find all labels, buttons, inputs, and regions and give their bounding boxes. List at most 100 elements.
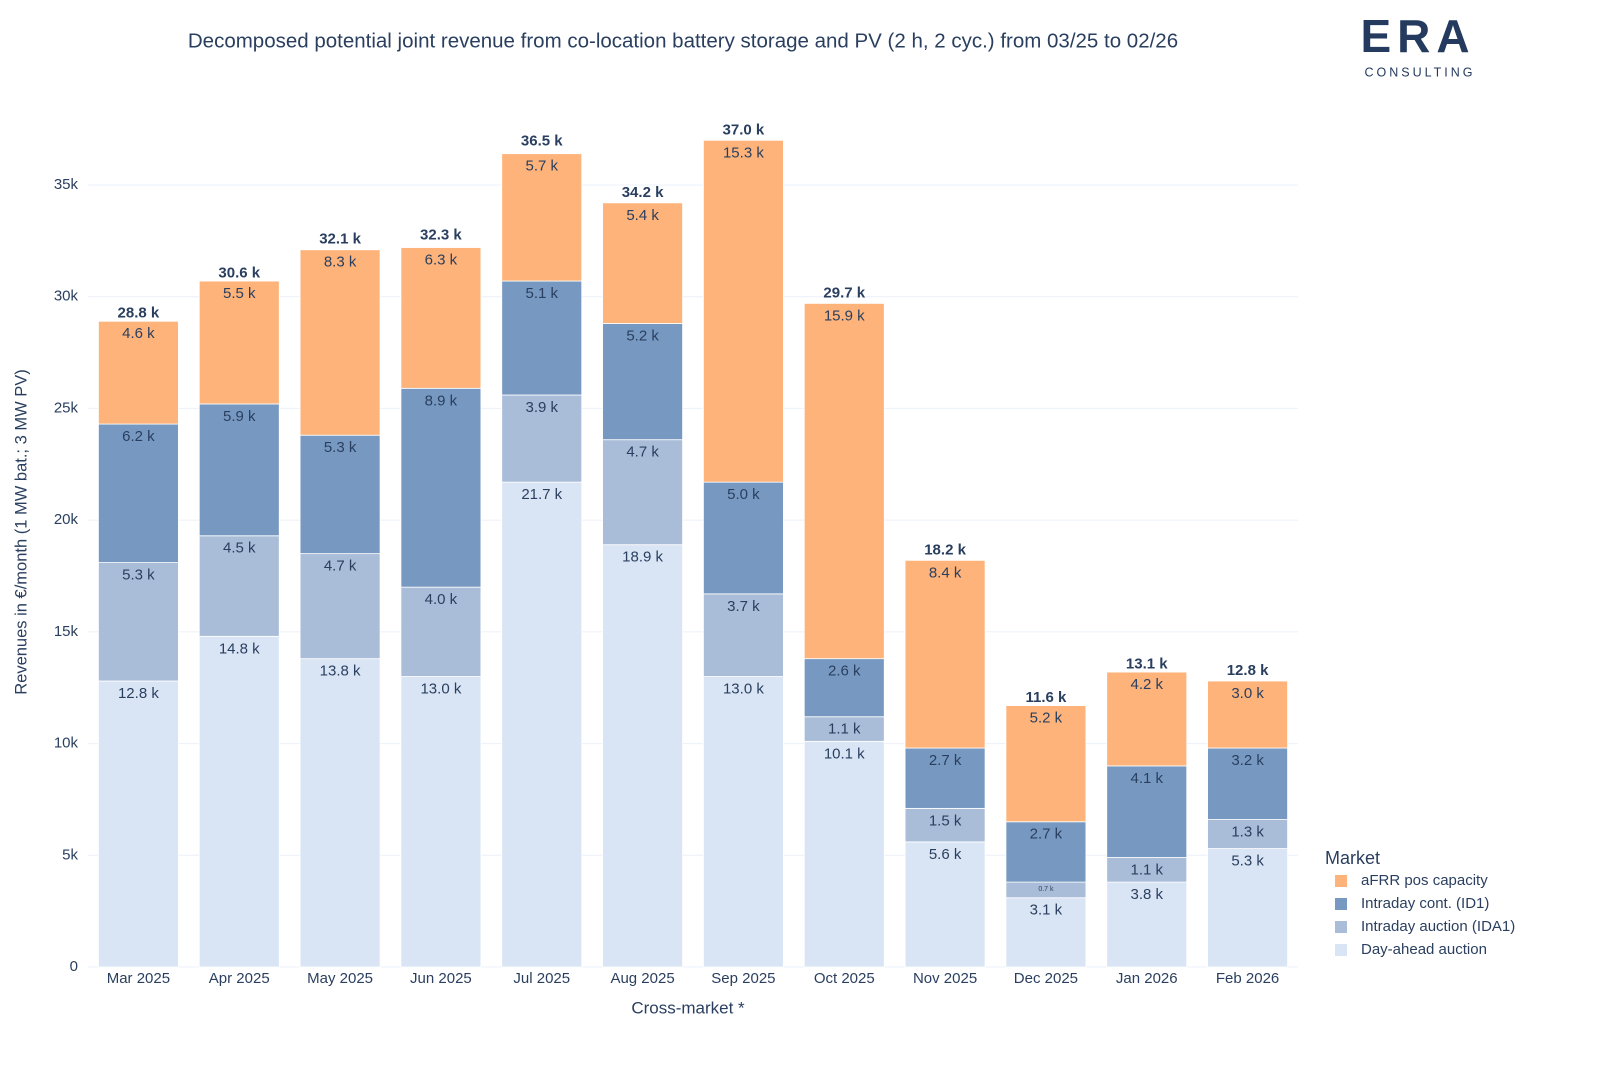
bar-segment: [299, 434, 381, 555]
x-tick-label: Nov 2025: [913, 970, 977, 987]
y-tick-label: 35k: [54, 176, 79, 193]
value-label: 5.4 k: [626, 207, 659, 224]
total-label: 12.8 k: [1227, 662, 1269, 679]
value-label: 1.1 k: [828, 721, 861, 738]
y-tick-label: 20k: [54, 511, 79, 528]
bar-segment: [602, 323, 683, 441]
value-label: 5.7 k: [525, 158, 558, 175]
total-label: 32.1 k: [319, 231, 361, 248]
value-label: 5.3 k: [122, 567, 155, 584]
y-tick-label: 25k: [54, 399, 79, 416]
value-label: 4.7 k: [324, 558, 357, 575]
value-label: 10.1 k: [824, 745, 865, 762]
y-tick-label: 30k: [54, 288, 79, 305]
value-label: 12.8 k: [118, 685, 159, 702]
bar-segment: [602, 544, 683, 968]
bar-segment: [501, 280, 583, 396]
legend-label: aFRR pos capacity: [1361, 872, 1488, 889]
value-label: 6.2 k: [122, 428, 155, 445]
value-label: 5.0 k: [727, 486, 760, 503]
total-label: 29.7 k: [823, 284, 865, 301]
value-label: 13.8 k: [320, 663, 361, 680]
value-label: 8.9 k: [425, 392, 458, 409]
total-label: 13.1 k: [1126, 655, 1168, 672]
bar-segment: [1005, 897, 1087, 968]
bar-segment: [602, 439, 683, 546]
bar-segment: [904, 559, 986, 749]
value-label: 3.2 k: [1231, 752, 1264, 769]
value-label: 4.5 k: [223, 540, 256, 557]
legend-swatch: [1335, 921, 1347, 933]
x-tick-label: Sep 2025: [711, 970, 775, 987]
value-label: 8.3 k: [324, 254, 357, 271]
value-label: 4.6 k: [122, 325, 155, 342]
x-tick-label: Feb 2026: [1216, 970, 1279, 987]
bar-segment: [904, 747, 986, 809]
value-label: 15.3 k: [723, 144, 764, 161]
x-tick-label: Jan 2026: [1116, 970, 1178, 987]
value-label: 3.0 k: [1231, 685, 1264, 702]
x-tick-label: Oct 2025: [814, 970, 875, 987]
x-tick-label: Jul 2025: [513, 970, 570, 987]
value-label: 3.1 k: [1030, 902, 1063, 919]
legend-label: Day-ahead auction: [1361, 941, 1487, 958]
bar-segment: [501, 153, 583, 282]
value-label: 3.9 k: [525, 399, 558, 416]
bar-segment: [501, 481, 583, 968]
bar-segment: [1106, 765, 1188, 858]
bar-segment: [1207, 680, 1288, 749]
bar-segment: [803, 658, 885, 718]
bar-segment: [1106, 857, 1188, 883]
y-tick-label: 0: [70, 958, 78, 975]
bar-segment: [98, 423, 179, 563]
total-label: 11.6 k: [1025, 689, 1067, 706]
bar-segment: [98, 562, 179, 682]
bar-segment: [299, 249, 381, 436]
value-label: 5.9 k: [223, 408, 256, 425]
total-label: 30.6 k: [218, 264, 260, 281]
bar-segment: [803, 740, 885, 968]
y-tick-label: 15k: [54, 623, 79, 640]
x-tick-label: Mar 2025: [107, 970, 170, 987]
value-label: 21.7 k: [521, 486, 562, 503]
y-axis-title: Revenues in €/month (1 MW bat.; 3 MW PV): [12, 369, 30, 695]
value-label: 6.3 k: [425, 252, 458, 269]
value-label: 15.9 k: [824, 307, 865, 324]
value-label: 2.7 k: [929, 752, 962, 769]
bar-segment: [1106, 881, 1188, 968]
bar-segment: [1207, 747, 1288, 820]
value-label: 4.7 k: [626, 444, 659, 461]
value-label: 5.2 k: [1030, 710, 1063, 727]
bar-segment: [400, 387, 482, 588]
bar-segment: [1005, 821, 1087, 883]
value-label: 4.0 k: [425, 591, 458, 608]
legend-title: Market: [1325, 848, 1380, 868]
x-tick-label: Aug 2025: [610, 970, 674, 987]
legend-swatch: [1335, 898, 1347, 910]
bar-segment: [198, 280, 280, 405]
bar-segment: [1005, 705, 1087, 823]
chart-title: Decomposed potential joint revenue from …: [188, 29, 1178, 52]
bar-segment: [198, 635, 280, 968]
bar-segment: [98, 320, 179, 425]
bar-segment: [1207, 819, 1288, 849]
x-tick-label: Apr 2025: [209, 970, 270, 987]
total-label: 34.2 k: [622, 184, 664, 201]
y-tick-label: 5k: [62, 846, 78, 863]
legend-label: Intraday cont. (ID1): [1361, 895, 1489, 912]
value-label: 2.6 k: [828, 663, 861, 680]
bar-segment: [400, 676, 482, 968]
bar-segment: [400, 586, 482, 677]
total-label: 32.3 k: [420, 226, 462, 243]
bar-segment: [703, 139, 784, 483]
bar-segment: [602, 202, 683, 324]
value-label: 1.1 k: [1130, 861, 1163, 878]
bar-segment: [1106, 671, 1188, 767]
bar-segment: [98, 680, 179, 968]
bar-segment: [803, 302, 885, 660]
bar-segment: [703, 676, 784, 968]
x-tick-label: May 2025: [307, 970, 373, 987]
total-label: 18.2 k: [924, 541, 966, 558]
value-label: 0.7 k: [1038, 886, 1054, 893]
